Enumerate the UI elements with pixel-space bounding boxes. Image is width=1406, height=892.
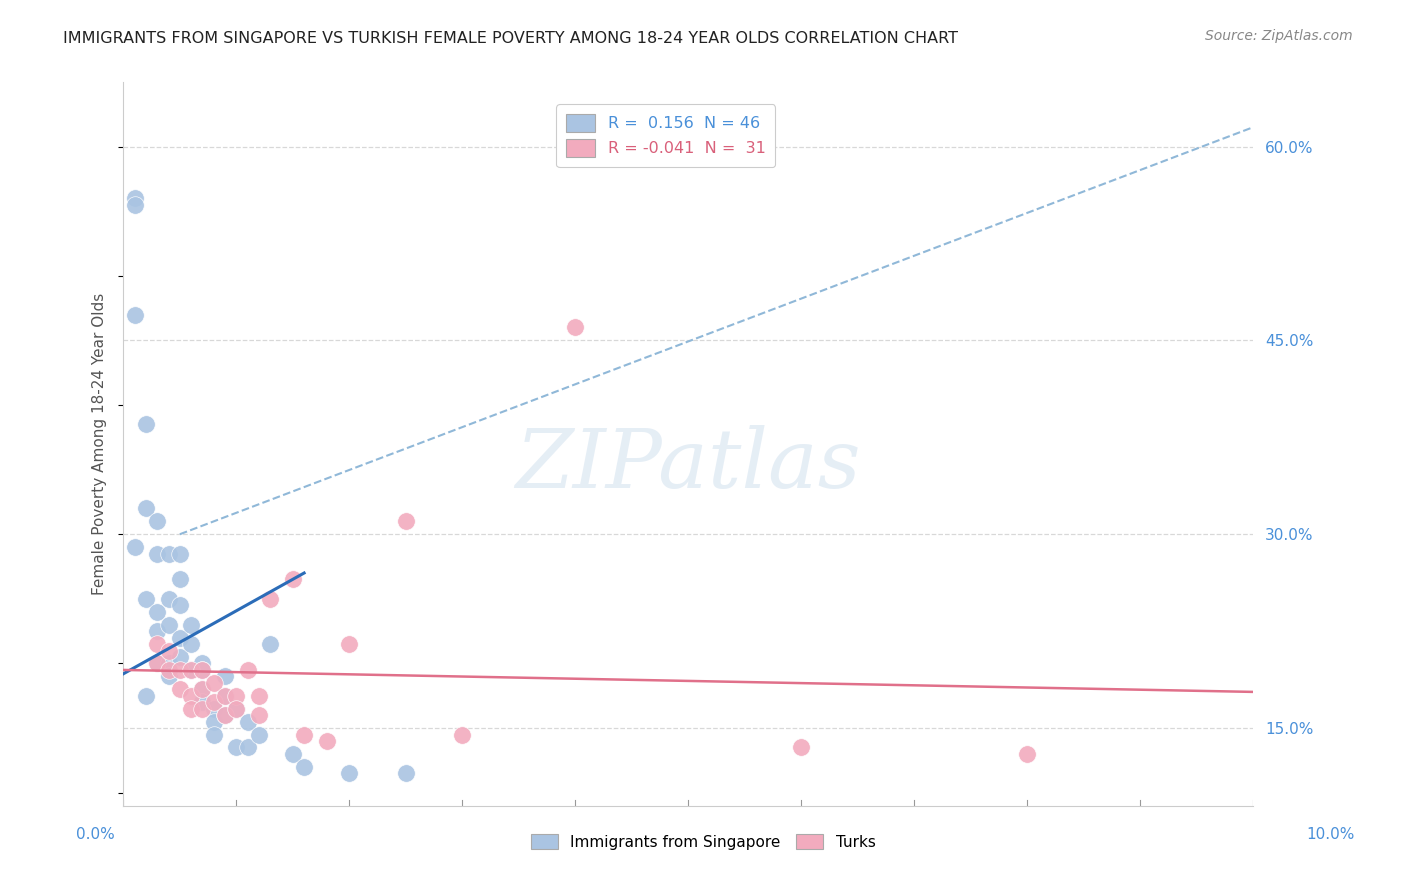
Point <box>292 760 315 774</box>
Legend: Immigrants from Singapore, Turks: Immigrants from Singapore, Turks <box>524 828 882 855</box>
Point <box>247 727 270 741</box>
Point <box>214 708 236 723</box>
Y-axis label: Female Poverty Among 18-24 Year Olds: Female Poverty Among 18-24 Year Olds <box>93 293 107 595</box>
Point <box>135 501 157 516</box>
Point <box>225 702 247 716</box>
Point <box>191 657 214 671</box>
Point <box>281 573 304 587</box>
Text: IMMIGRANTS FROM SINGAPORE VS TURKISH FEMALE POVERTY AMONG 18-24 YEAR OLDS CORREL: IMMIGRANTS FROM SINGAPORE VS TURKISH FEM… <box>63 31 959 46</box>
Point <box>169 547 191 561</box>
Point <box>135 591 157 606</box>
Point <box>395 766 418 780</box>
Point <box>191 682 214 697</box>
Point <box>214 689 236 703</box>
Point <box>337 766 360 780</box>
Point <box>146 547 169 561</box>
Point <box>214 669 236 683</box>
Text: Source: ZipAtlas.com: Source: ZipAtlas.com <box>1205 29 1353 43</box>
Legend: R =  0.156  N = 46, R = -0.041  N =  31: R = 0.156 N = 46, R = -0.041 N = 31 <box>557 104 775 167</box>
Point <box>146 605 169 619</box>
Point <box>259 591 281 606</box>
Point <box>180 689 202 703</box>
Point <box>214 708 236 723</box>
Point <box>157 547 180 561</box>
Point <box>157 657 180 671</box>
Point <box>225 689 247 703</box>
Point <box>315 734 337 748</box>
Point <box>146 514 169 528</box>
Point <box>202 676 225 690</box>
Point <box>169 650 191 665</box>
Point <box>1017 747 1039 761</box>
Point <box>169 663 191 677</box>
Point <box>169 573 191 587</box>
Text: 0.0%: 0.0% <box>76 827 115 841</box>
Point <box>157 617 180 632</box>
Point <box>157 663 180 677</box>
Point <box>281 747 304 761</box>
Point <box>236 663 259 677</box>
Point <box>202 695 225 709</box>
Point <box>236 714 259 729</box>
Point <box>180 663 202 677</box>
Point <box>146 637 169 651</box>
Point <box>202 727 225 741</box>
Point <box>146 657 169 671</box>
Point <box>135 417 157 432</box>
Point <box>292 727 315 741</box>
Point <box>146 624 169 639</box>
Point <box>214 689 236 703</box>
Point <box>236 740 259 755</box>
Point <box>180 617 202 632</box>
Point <box>169 631 191 645</box>
Point <box>337 637 360 651</box>
Point <box>124 191 146 205</box>
Point <box>191 702 214 716</box>
Point <box>191 682 214 697</box>
Point <box>191 695 214 709</box>
Point <box>790 740 813 755</box>
Point <box>124 197 146 211</box>
Point <box>395 514 418 528</box>
Point <box>124 308 146 322</box>
Point <box>191 663 214 677</box>
Point <box>247 708 270 723</box>
Point <box>146 657 169 671</box>
Point <box>247 689 270 703</box>
Point <box>157 669 180 683</box>
Point <box>157 643 180 657</box>
Text: ZIPatlas: ZIPatlas <box>516 425 860 506</box>
Point <box>135 689 157 703</box>
Point <box>202 702 225 716</box>
Point <box>451 727 474 741</box>
Point <box>564 320 586 334</box>
Point <box>180 702 202 716</box>
Point <box>191 663 214 677</box>
Text: 10.0%: 10.0% <box>1306 827 1354 841</box>
Point <box>180 663 202 677</box>
Point <box>259 637 281 651</box>
Point <box>169 599 191 613</box>
Point <box>180 637 202 651</box>
Point <box>225 740 247 755</box>
Point <box>157 591 180 606</box>
Point <box>124 540 146 554</box>
Point <box>169 682 191 697</box>
Point <box>202 714 225 729</box>
Point <box>225 702 247 716</box>
